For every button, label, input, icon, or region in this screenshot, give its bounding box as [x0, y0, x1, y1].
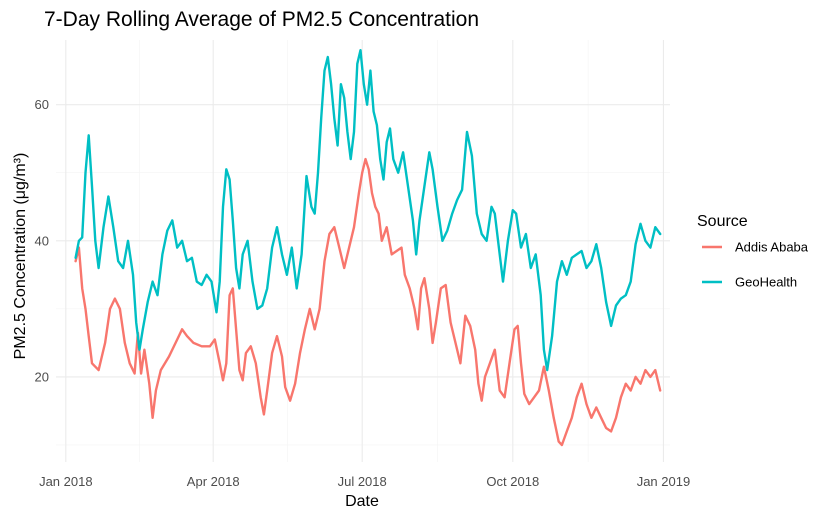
- y-axis-title: PM2.5 Concentration (μg/m³): [12, 153, 29, 360]
- plot-series: [74, 49, 662, 447]
- x-tick-label: Jan 2018: [39, 474, 93, 489]
- legend-label: Addis Ababa: [735, 240, 809, 255]
- y-tick-label: 40: [35, 233, 49, 248]
- series-line-geohealth: [74, 49, 662, 372]
- x-tick-label: Jan 2019: [637, 474, 691, 489]
- x-tick-label: Jul 2018: [338, 474, 387, 489]
- x-axis-ticks: Jan 2018 Apr 2018 Jul 2018 Oct 2018 Jan 2019: [39, 474, 690, 489]
- legend: Source Addis Ababa GeoHealth: [697, 213, 809, 290]
- x-axis-title: Date: [345, 493, 379, 510]
- legend-label: GeoHealth: [735, 275, 797, 290]
- x-tick-label: Apr 2018: [187, 474, 240, 489]
- grid: [56, 40, 670, 462]
- y-tick-label: 20: [35, 369, 49, 384]
- legend-title: Source: [697, 213, 748, 230]
- x-tick-label: Oct 2018: [486, 474, 539, 489]
- y-tick-label: 60: [35, 97, 49, 112]
- chart-title: 7-Day Rolling Average of PM2.5 Concentra…: [44, 8, 479, 31]
- series-line-addis-ababa: [74, 157, 662, 447]
- y-axis-ticks: 20 40 60: [35, 97, 49, 384]
- legend-items: Addis Ababa GeoHealth: [702, 240, 809, 290]
